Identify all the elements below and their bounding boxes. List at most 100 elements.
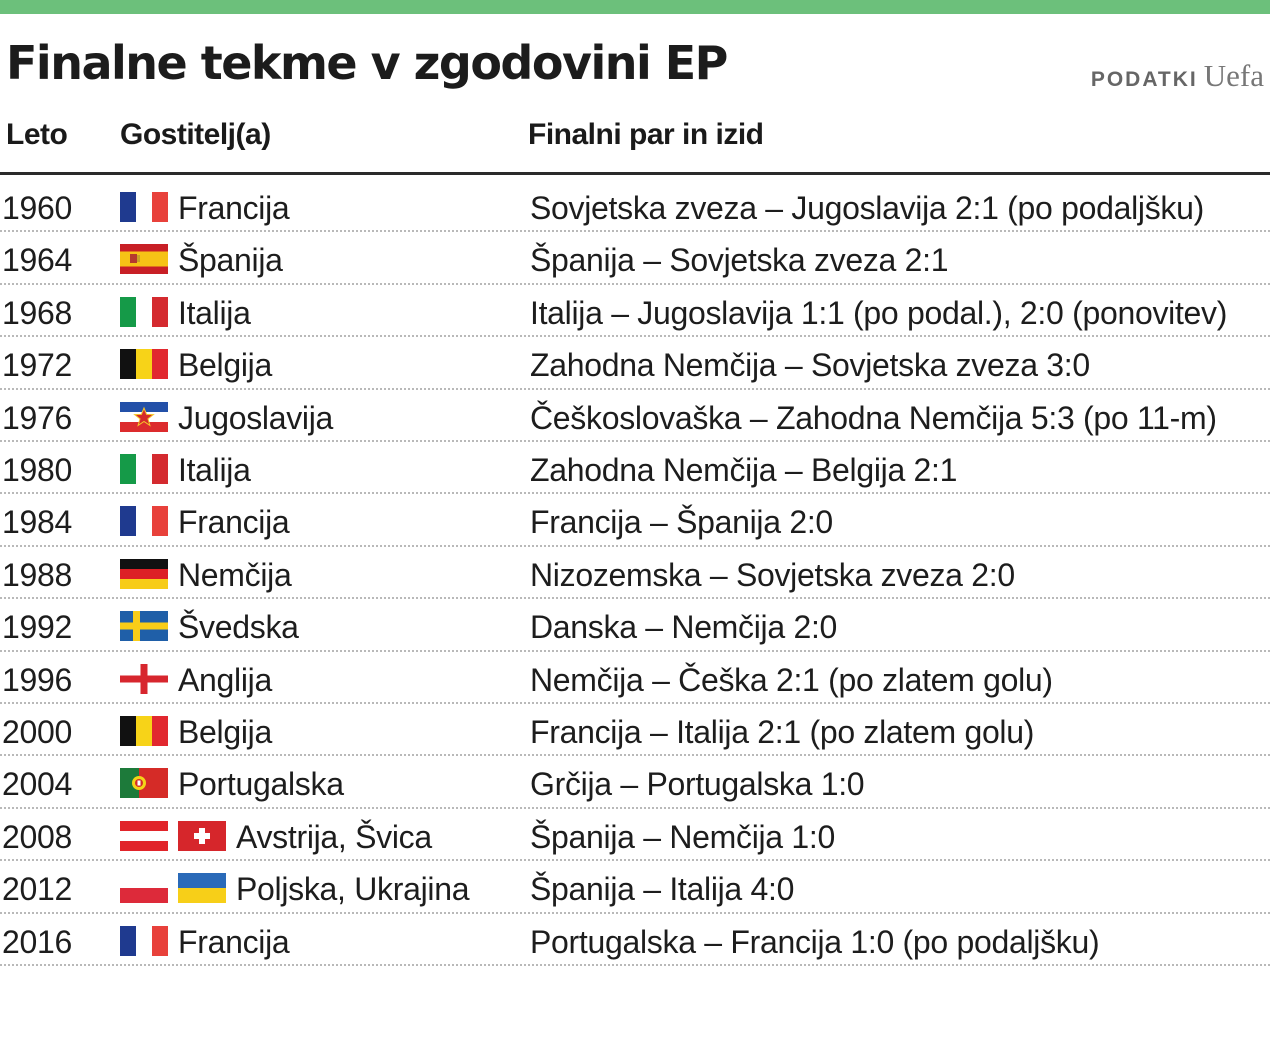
- table-row: 2000 Belgija Francija – Italija 2:1 (po zl…: [0, 704, 1270, 757]
- row-final: Sovjetska zveza – Jugoslavija 2:1 (po po…: [530, 190, 1204, 226]
- row-flags: [120, 558, 168, 589]
- top-accent-bar: [0, 0, 1270, 14]
- row-year: 2008: [2, 818, 72, 855]
- row-host: Jugoslavija: [178, 399, 334, 436]
- row-year: 2012: [2, 871, 72, 908]
- row-year: 2000: [2, 714, 72, 750]
- row-final: Španija – Italija 4:0: [530, 871, 795, 908]
- page-title: Finalne tekme v zgodovini EP: [6, 36, 728, 90]
- row-flags: [120, 401, 168, 432]
- row-year: 1980: [2, 452, 72, 488]
- row-flags: [120, 244, 168, 275]
- table-row: 1968 Italija Italija – Jugoslavija 1:1 (po…: [0, 285, 1270, 338]
- row-host: Belgija: [178, 714, 272, 750]
- row-flags: [120, 820, 226, 851]
- row-host: Švedska: [178, 609, 299, 646]
- row-host: Francija: [178, 923, 290, 960]
- row-final: Češkoslovaška – Zahodna Nemčija 5:3 (po …: [530, 399, 1217, 436]
- row-year: 1964: [2, 242, 72, 279]
- row-host: Nemčija: [178, 556, 292, 593]
- table-row: 1984 Francija Francija – Španija 2:0: [0, 494, 1270, 548]
- ukraine-flag-icon: [178, 873, 226, 904]
- row-year: 1988: [2, 556, 72, 593]
- row-flags: [120, 663, 168, 694]
- column-header-host: Gostitelj(a): [120, 118, 271, 151]
- row-year: 2004: [2, 766, 72, 803]
- row-final: Grčija – Portugalska 1:0: [530, 766, 865, 803]
- switzerland-flag-icon: [178, 820, 226, 851]
- row-host: Španija: [178, 242, 283, 279]
- spain-flag-icon: [120, 244, 168, 275]
- row-flags: [120, 768, 168, 799]
- austria-flag-icon: [120, 820, 168, 851]
- column-header-final: Finalni par in izid: [528, 118, 764, 151]
- row-year: 1992: [2, 609, 72, 646]
- row-host: Italija: [178, 294, 251, 331]
- row-flags: [120, 716, 168, 746]
- row-host: Belgija: [178, 347, 272, 384]
- france-flag-icon: [120, 506, 168, 537]
- row-host: Portugalska: [178, 766, 344, 803]
- row-flags: [120, 454, 168, 484]
- table-row: 1988 Nemčija Nizozemska – Sovjetska zveza …: [0, 547, 1270, 600]
- row-host: Avstrija, Švica: [236, 818, 432, 855]
- row-final: Danska – Nemčija 2:0: [530, 609, 838, 646]
- row-final: Nemčija – Češka 2:1 (po zlatem golu): [530, 661, 1053, 698]
- header-divider: [0, 172, 1270, 175]
- row-host: Anglija: [178, 661, 272, 698]
- row-year: 1972: [2, 347, 72, 384]
- row-flags: [120, 611, 168, 642]
- source-label: PODATKI: [1090, 68, 1198, 91]
- belgium-flag-icon: [120, 349, 168, 380]
- row-final: Španija – Sovjetska zveza 2:1: [530, 242, 949, 279]
- row-flags: [120, 349, 168, 380]
- row-final: Španija – Nemčija 1:0: [530, 818, 835, 855]
- table-row: 1964 Španija Španija – Sovjetska zveza 2:1: [0, 232, 1270, 286]
- england-flag-icon: [120, 663, 168, 694]
- table-row: 2004 Portugalska Grčija – Portugalska 1:0: [0, 756, 1270, 810]
- yugoslavia-flag-icon: [120, 401, 168, 432]
- france-flag-icon: [120, 192, 168, 222]
- source-name: Uefa: [1203, 58, 1264, 93]
- sweden-flag-icon: [120, 611, 168, 642]
- table-row: 2016 Francija Portugalska – Francija 1:0 (…: [0, 914, 1270, 967]
- row-host: Francija: [178, 190, 290, 226]
- poland-flag-icon: [120, 873, 168, 904]
- row-final: Nizozemska – Sovjetska zveza 2:0: [530, 556, 1015, 593]
- table-row: 1976 Jugoslavija Češkoslovaška – Zahodna N…: [0, 390, 1270, 443]
- row-host: Italija: [178, 452, 251, 488]
- row-flags: [120, 296, 168, 327]
- france-flag-icon: [120, 925, 168, 956]
- row-final: Italija – Jugoslavija 1:1 (po podal.), 2…: [530, 294, 1228, 331]
- table-row: 2008 Avstrija, Švica Španija – Nemčija 1:0: [0, 809, 1270, 862]
- row-final: Francija – Italija 2:1 (po zlatem golu): [530, 714, 1035, 750]
- row-final: Portugalska – Francija 1:0 (po podaljšku…: [530, 923, 1100, 960]
- row-flags: [120, 925, 168, 956]
- row-year: 1976: [2, 399, 72, 436]
- table-row: 1972 Belgija Zahodna Nemčija – Sovjetska z…: [0, 337, 1270, 390]
- row-host: Francija: [178, 504, 290, 541]
- table-row: 1992 Švedska Danska – Nemčija 2:0: [0, 599, 1270, 652]
- row-final: Zahodna Nemčija – Sovjetska zveza 3:0: [530, 347, 1090, 384]
- row-year: 1996: [2, 661, 72, 698]
- row-host: Poljska, Ukrajina: [236, 871, 470, 908]
- germany-flag-icon: [120, 558, 168, 589]
- row-flags: [120, 873, 226, 904]
- belgium-flag-icon: [120, 716, 168, 746]
- row-year: 1984: [2, 504, 72, 541]
- row-year: 2016: [2, 923, 72, 960]
- row-flags: [120, 506, 168, 537]
- table-row: 1960 Francija Sovjetska zveza – Jugoslavij…: [0, 180, 1270, 233]
- column-header-year: Leto: [6, 118, 68, 151]
- row-year: 1968: [2, 294, 72, 331]
- table-row: 1980 Italija Zahodna Nemčija – Belgija 2:1: [0, 442, 1270, 495]
- table-row: 1996 Anglija Nemčija – Češka 2:1 (po zlate…: [0, 652, 1270, 705]
- italy-flag-icon: [120, 454, 168, 484]
- source-credit: PODATKI Uefa: [1091, 58, 1264, 94]
- row-year: 1960: [2, 190, 72, 226]
- italy-flag-icon: [120, 296, 168, 327]
- table-row: 2012 Poljska, Ukrajina Španija – Italija 4…: [0, 861, 1270, 914]
- row-flags: [120, 192, 168, 222]
- row-final: Zahodna Nemčija – Belgija 2:1: [530, 452, 958, 488]
- row-final: Francija – Španija 2:0: [530, 504, 833, 541]
